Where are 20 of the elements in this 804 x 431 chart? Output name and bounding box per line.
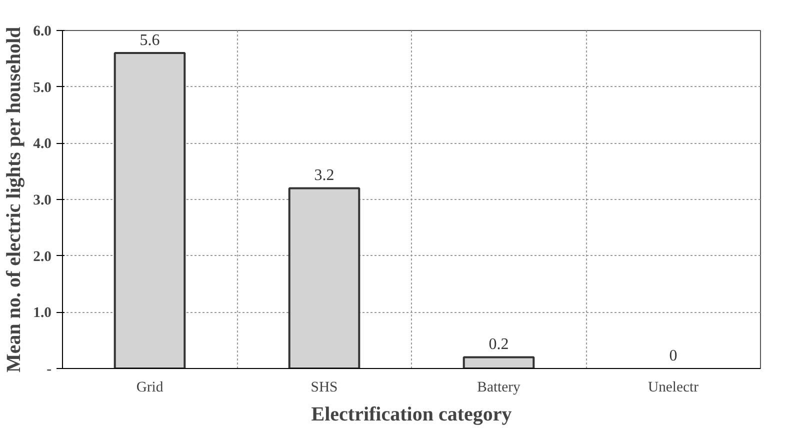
y-tick-label: 5.0: [33, 80, 52, 96]
bar: [114, 52, 186, 368]
x-tick-label: Grid: [136, 380, 164, 396]
bar: [462, 356, 535, 368]
y-tick-label: -: [46, 362, 52, 378]
x-axis-title: Electrification category: [311, 404, 512, 426]
data-label: 0: [669, 348, 678, 364]
bar: [288, 187, 360, 368]
x-tick-label: Battery: [477, 380, 521, 396]
y-tick-label: 1.0: [33, 305, 52, 322]
y-tick-label: 3.0: [33, 192, 52, 208]
x-tick-label: Unelectr: [648, 380, 699, 396]
data-label: 0.2: [488, 336, 509, 354]
y-tick-label: 6.0: [33, 24, 52, 40]
y-tick-label: 4.0: [33, 136, 52, 152]
y-axis-title: Mean no. of electric lights per household: [3, 26, 26, 373]
data-label: 5.6: [140, 32, 160, 50]
data-label: 3.2: [314, 167, 334, 184]
y-tick-label: 2.0: [33, 248, 52, 265]
x-tick-label: SHS: [310, 380, 338, 396]
